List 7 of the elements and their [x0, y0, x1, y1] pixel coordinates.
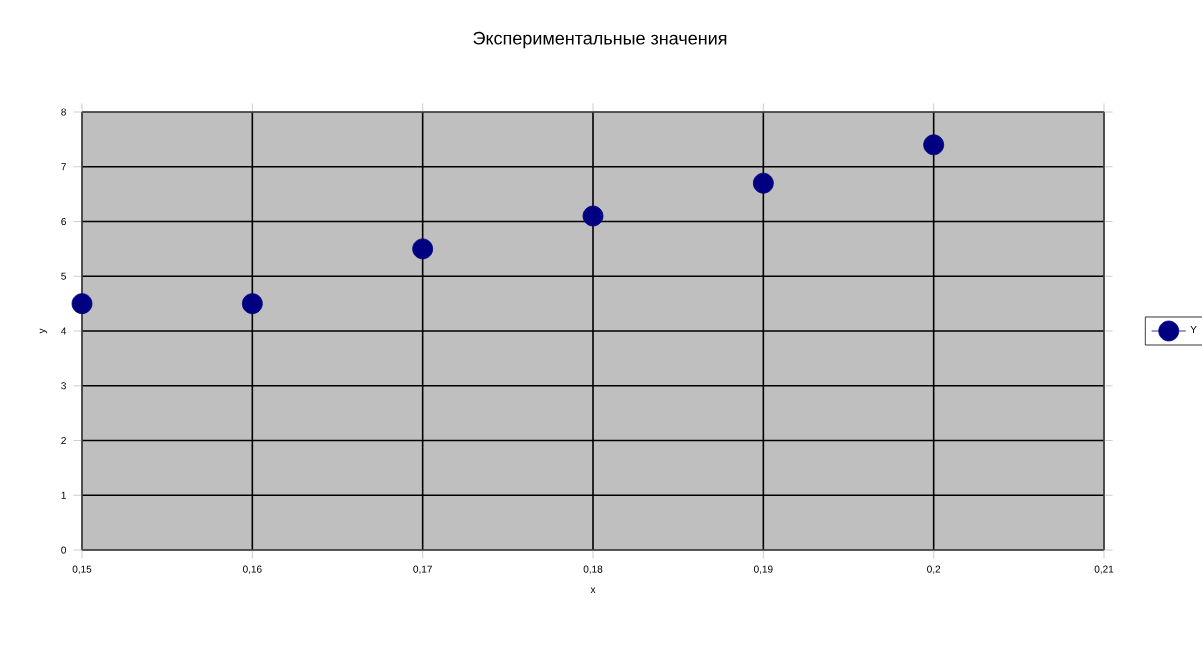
- chart-title: Экспериментальные значения: [473, 31, 727, 49]
- point: [241, 293, 263, 315]
- point: [752, 172, 774, 194]
- point: [582, 205, 604, 227]
- point: [412, 238, 434, 260]
- point: [923, 134, 945, 156]
- point: [71, 293, 93, 315]
